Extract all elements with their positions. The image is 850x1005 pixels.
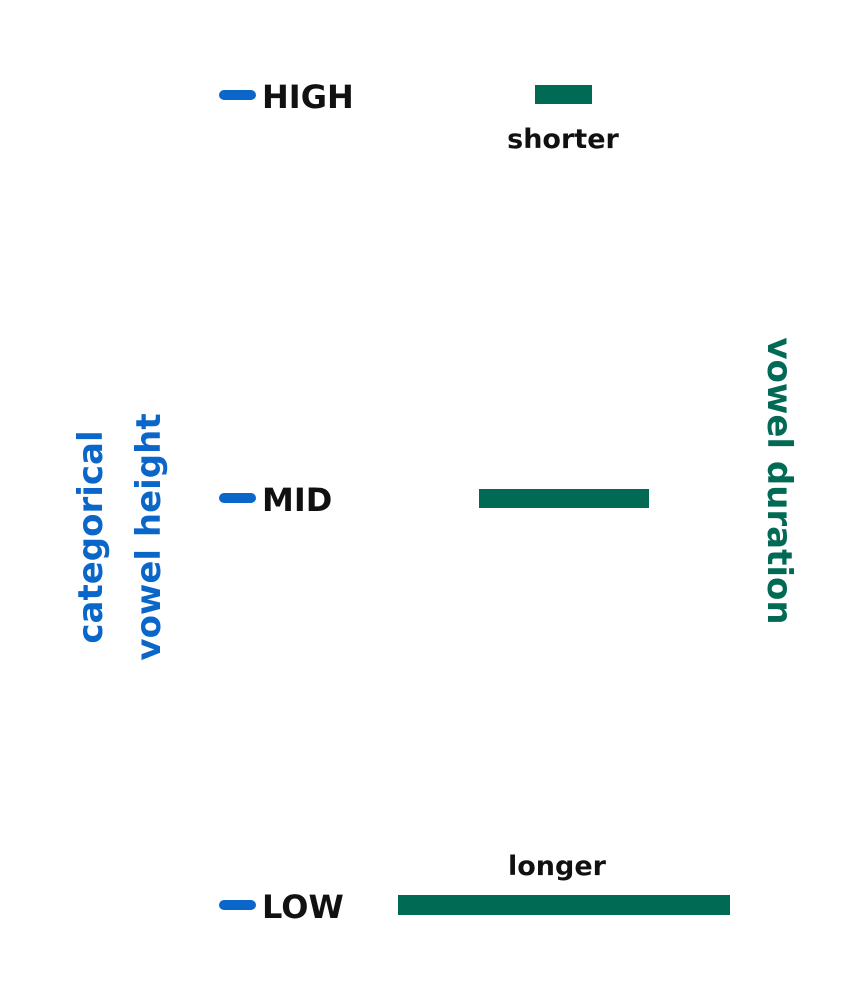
low-duration-bar xyxy=(398,895,730,915)
left-axis-title-line2: vowel height xyxy=(129,413,169,660)
shorter-label: shorter xyxy=(507,124,619,155)
left-axis-title-line1: categorical xyxy=(71,430,111,643)
right-axis-title: vowel duration xyxy=(759,337,799,624)
mid-duration-bar xyxy=(479,489,649,508)
high-level-label: HIGH xyxy=(262,78,354,116)
low-level-label: LOW xyxy=(262,888,344,926)
high-duration-bar xyxy=(535,85,592,104)
mid-level-label: MID xyxy=(262,481,332,519)
longer-label: longer xyxy=(508,851,607,882)
